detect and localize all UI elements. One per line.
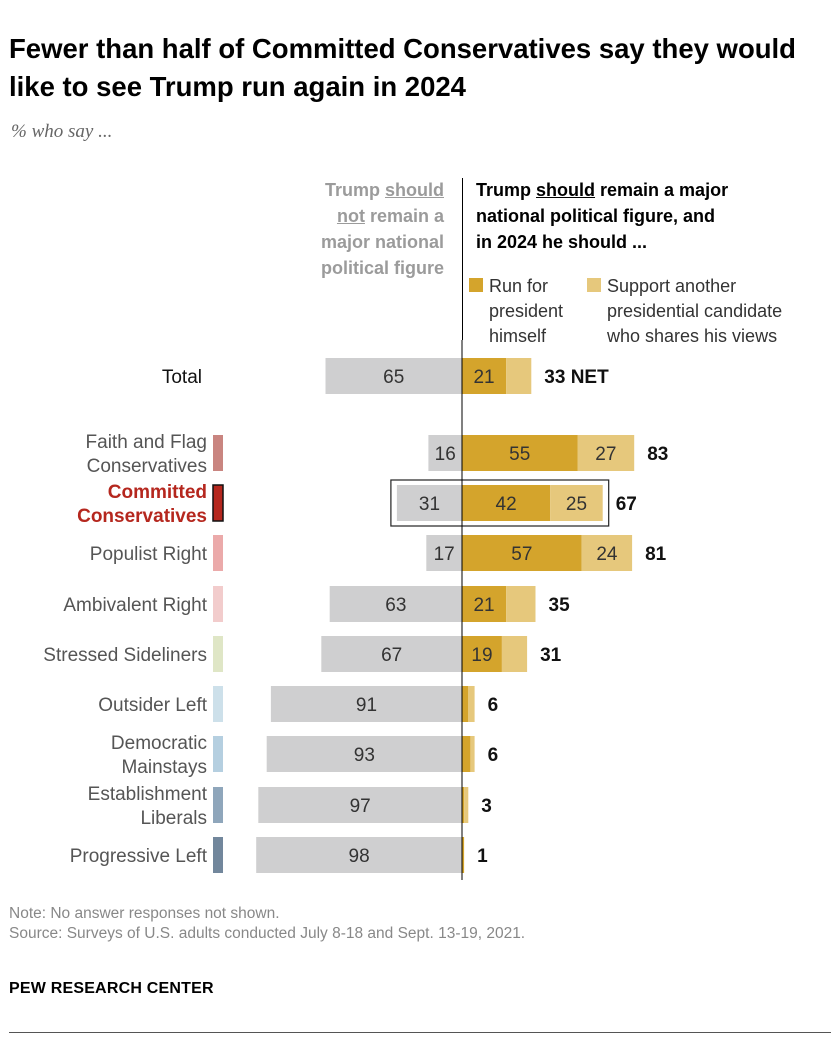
category-label: Committed <box>108 482 207 503</box>
bar-support <box>506 358 532 394</box>
bar-support <box>577 435 635 471</box>
category-label: Total <box>162 367 202 388</box>
group-color-swatch <box>213 787 223 823</box>
data-label-not-remain: 17 <box>434 544 455 565</box>
bottom-rule <box>9 1032 831 1033</box>
bar-run <box>462 435 578 471</box>
data-label-support: 27 <box>595 444 616 465</box>
bar-run <box>462 686 469 722</box>
brand-name: PEW RESEARCH CENTER <box>9 980 214 997</box>
bar-support <box>470 736 475 772</box>
data-label-not-remain: 91 <box>356 695 377 716</box>
data-label-net: 3 <box>481 796 492 817</box>
bar-support <box>581 535 633 571</box>
category-label: Liberals <box>140 808 207 829</box>
group-color-swatch <box>213 435 223 471</box>
bar-support <box>464 787 469 823</box>
chart-title: Fewer than half of Committed Conservativ… <box>9 33 796 102</box>
data-label-not-remain: 67 <box>381 645 402 666</box>
bar-run <box>462 586 507 622</box>
bar-support <box>550 485 603 521</box>
bar-run <box>462 485 551 521</box>
data-label-support: 24 <box>596 544 618 565</box>
note-text: Note: No answer responses not shown. <box>9 905 280 922</box>
bar-run <box>462 736 471 772</box>
data-label-not-remain: 98 <box>349 846 370 867</box>
data-label-net: 35 <box>549 595 571 616</box>
center-axis-top <box>462 178 463 340</box>
bar-not-remain <box>428 435 462 471</box>
category-label: Conservatives <box>77 506 207 527</box>
data-label-net: 33 NET <box>544 367 609 388</box>
bar-run <box>462 358 507 394</box>
group-color-swatch <box>213 837 223 873</box>
data-label-net: 67 <box>616 494 637 515</box>
group-color-swatch <box>212 484 224 522</box>
data-label-run: 21 <box>473 595 494 616</box>
bar-run <box>462 636 502 672</box>
data-label-not-remain: 97 <box>350 796 371 817</box>
legend-run-swatch <box>469 278 483 292</box>
category-label: Stressed Sideliners <box>43 645 207 666</box>
group-color-swatch <box>213 686 223 722</box>
category-label: Populist Right <box>90 544 208 565</box>
bar-not-remain <box>426 535 462 571</box>
source-text: Source: Surveys of U.S. adults conducted… <box>9 925 526 942</box>
data-label-not-remain: 31 <box>419 494 440 515</box>
bar-not-remain <box>329 586 462 622</box>
bar-support <box>501 636 528 672</box>
category-label: Establishment <box>88 784 208 805</box>
legend-should-remain-heading: Trump should remain a major national pol… <box>476 180 729 252</box>
bar-not-remain <box>256 837 462 873</box>
bar-not-remain <box>270 686 462 722</box>
bar-not-remain <box>266 736 462 772</box>
group-color-swatch <box>213 535 223 571</box>
bar-not-remain <box>258 787 462 823</box>
data-label-run: 55 <box>509 444 530 465</box>
bar-run <box>462 837 465 873</box>
bar-not-remain <box>325 358 462 394</box>
data-label-support: 25 <box>566 494 587 515</box>
category-label: Progressive Left <box>70 846 208 867</box>
bar-run <box>462 787 465 823</box>
legend-not-remain: Trump should not remain a major national… <box>320 180 444 278</box>
data-label-net: 31 <box>540 645 562 666</box>
footer-notes: Note: No answer responses not shown. Sou… <box>9 904 525 944</box>
category-label: Faith and Flag <box>86 432 207 453</box>
data-label-run: 57 <box>511 544 532 565</box>
bar-run <box>462 535 582 571</box>
bar-support <box>468 686 475 722</box>
category-label: Democratic <box>111 733 207 754</box>
data-label-net: 1 <box>477 846 488 867</box>
group-color-swatch <box>213 636 223 672</box>
data-label-net: 81 <box>645 544 667 565</box>
data-label-run: 42 <box>496 494 517 515</box>
bar-support <box>506 586 536 622</box>
legend-support-swatch <box>587 278 601 292</box>
group-color-swatch <box>213 736 223 772</box>
category-label: Mainstays <box>121 757 207 778</box>
data-label-not-remain: 16 <box>435 444 456 465</box>
data-label-not-remain: 65 <box>383 367 404 388</box>
highlight-box <box>390 479 610 527</box>
category-label: Conservatives <box>87 456 207 477</box>
data-label-not-remain: 63 <box>385 595 406 616</box>
data-label-run: 19 <box>471 645 492 666</box>
category-label: Outsider Left <box>98 695 207 716</box>
data-label-run: 21 <box>473 367 494 388</box>
chart-subtitle: % who say ... <box>11 121 113 142</box>
bar-not-remain <box>321 636 462 672</box>
data-label-net: 6 <box>488 745 499 766</box>
category-label: Ambivalent Right <box>63 595 207 616</box>
data-label-not-remain: 93 <box>354 745 375 766</box>
bar-not-remain <box>396 485 462 521</box>
group-color-swatch <box>213 586 223 622</box>
data-label-net: 83 <box>647 444 668 465</box>
data-label-net: 6 <box>488 695 499 716</box>
